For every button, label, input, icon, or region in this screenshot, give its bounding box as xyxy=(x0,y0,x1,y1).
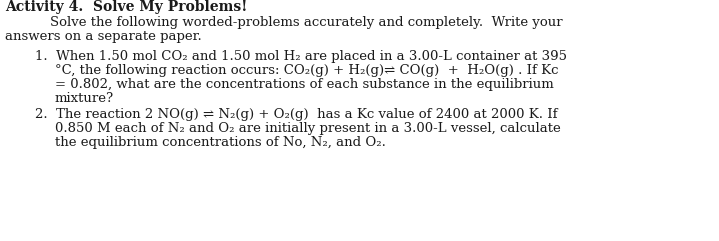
Text: = 0.802, what are the concentrations of each substance in the equilibrium: = 0.802, what are the concentrations of … xyxy=(55,78,554,91)
Text: Activity 4.  Solve My Problems!: Activity 4. Solve My Problems! xyxy=(5,0,247,14)
Text: 1.  When 1.50 mol CO₂ and 1.50 mol H₂ are placed in a 3.00-L container at 395: 1. When 1.50 mol CO₂ and 1.50 mol H₂ are… xyxy=(35,50,567,63)
Text: the equilibrium concentrations of No, N₂, and O₂.: the equilibrium concentrations of No, N₂… xyxy=(55,136,385,149)
Text: °C, the following reaction occurs: CO₂(g) + H₂(g)⇌ CO(g)  +  H₂O(g) . If Kc: °C, the following reaction occurs: CO₂(g… xyxy=(55,64,559,77)
Text: answers on a separate paper.: answers on a separate paper. xyxy=(5,30,202,43)
Text: Solve the following worded-problems accurately and completely.  Write your: Solve the following worded-problems accu… xyxy=(50,16,562,29)
Text: mixture?: mixture? xyxy=(55,92,114,105)
Text: 2.  The reaction 2 NO(g) ⇌ N₂(g) + O₂(g)  has a Kc value of 2400 at 2000 K. If: 2. The reaction 2 NO(g) ⇌ N₂(g) + O₂(g) … xyxy=(35,108,557,121)
Text: 0.850 M each of N₂ and O₂ are initially present in a 3.00-L vessel, calculate: 0.850 M each of N₂ and O₂ are initially … xyxy=(55,122,561,135)
